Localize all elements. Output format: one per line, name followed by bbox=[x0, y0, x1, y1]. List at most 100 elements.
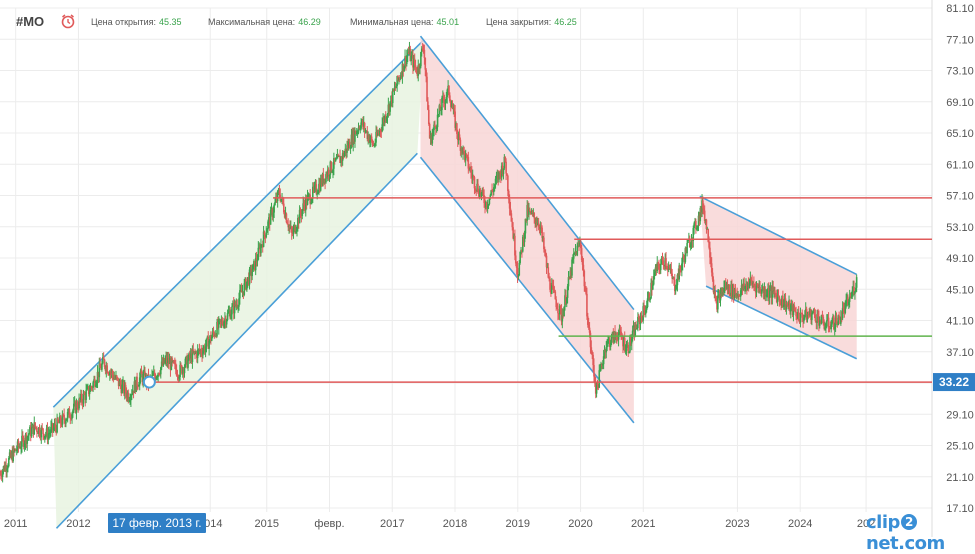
candle-body bbox=[542, 237, 544, 239]
candle-body bbox=[776, 295, 779, 303]
candle-body bbox=[391, 95, 393, 104]
candle-body bbox=[431, 134, 434, 144]
candle-body bbox=[830, 324, 833, 330]
y-tick-label: 81.10 bbox=[946, 3, 974, 15]
candle-body bbox=[102, 357, 105, 360]
candle-body bbox=[430, 135, 433, 144]
candle-body bbox=[204, 346, 207, 353]
candle-body bbox=[734, 289, 737, 295]
candle-body bbox=[754, 286, 757, 293]
candle-body bbox=[496, 175, 499, 178]
candle-body bbox=[54, 424, 57, 428]
candle-body bbox=[210, 336, 213, 341]
candle-body bbox=[514, 235, 516, 256]
candle-body bbox=[398, 78, 400, 81]
candle-body bbox=[271, 209, 274, 217]
candle-body bbox=[741, 285, 744, 290]
candle-body bbox=[543, 249, 546, 253]
candle-body bbox=[443, 100, 446, 104]
candle-body bbox=[753, 283, 755, 286]
x-tick-label: 2021 bbox=[631, 518, 655, 530]
candle-body bbox=[836, 323, 839, 326]
candle-body bbox=[835, 317, 838, 324]
candle-body bbox=[772, 286, 775, 291]
candle-body bbox=[413, 58, 415, 68]
candle-body bbox=[472, 176, 475, 178]
candle-body bbox=[226, 313, 229, 320]
candle-body bbox=[348, 141, 350, 149]
candle-body bbox=[132, 390, 135, 394]
candle-body bbox=[514, 255, 517, 264]
candle-body bbox=[0, 473, 2, 476]
price-chart[interactable]: 17.1021.1025.1029.1033.1037.1041.1045.10… bbox=[0, 0, 975, 537]
channel-trendline bbox=[699, 195, 858, 276]
candle-body bbox=[675, 285, 678, 289]
candle-body bbox=[724, 283, 727, 290]
candle-body bbox=[298, 209, 301, 224]
candle-body bbox=[756, 284, 759, 286]
y-tick-label: 57.10 bbox=[946, 191, 974, 203]
candle-body bbox=[707, 228, 709, 242]
candle-body bbox=[208, 341, 210, 349]
candle-body bbox=[525, 218, 528, 221]
candle-body bbox=[575, 251, 578, 256]
candle-body bbox=[213, 333, 216, 337]
candle-body bbox=[781, 295, 783, 306]
candle-body bbox=[445, 97, 448, 100]
candle-body bbox=[4, 464, 7, 471]
candle-body bbox=[35, 427, 37, 429]
candle-body bbox=[168, 360, 171, 365]
candle-body bbox=[107, 372, 109, 374]
candle-body bbox=[464, 151, 466, 161]
candle-body bbox=[844, 302, 847, 314]
candle-body bbox=[621, 337, 623, 340]
candle-body bbox=[410, 55, 413, 62]
candle-body bbox=[84, 394, 87, 400]
candle-body bbox=[433, 124, 435, 131]
candle-body bbox=[755, 284, 758, 293]
candle-body bbox=[771, 286, 774, 298]
candle-body bbox=[232, 303, 234, 307]
candle-body bbox=[522, 236, 525, 243]
candle-body bbox=[847, 301, 850, 306]
candle-body bbox=[703, 210, 706, 221]
candle-body bbox=[668, 267, 671, 270]
candle-body bbox=[247, 277, 250, 285]
candle-body bbox=[19, 446, 22, 449]
candle-body bbox=[674, 288, 677, 292]
candle-body bbox=[591, 351, 594, 355]
candle-body bbox=[569, 270, 572, 279]
candle-body bbox=[185, 356, 188, 359]
candle-body bbox=[2, 466, 5, 471]
candle-body bbox=[72, 410, 74, 414]
candle-body bbox=[567, 277, 570, 287]
candle-body bbox=[203, 346, 205, 351]
candle-body bbox=[334, 158, 337, 162]
candle-body bbox=[183, 367, 186, 374]
candle-body bbox=[717, 294, 720, 296]
candle-body bbox=[693, 223, 695, 229]
candle-body bbox=[704, 219, 707, 221]
candle-body bbox=[702, 200, 704, 209]
candle-body bbox=[432, 130, 434, 135]
candle-body bbox=[507, 175, 509, 191]
candle-body bbox=[407, 52, 410, 54]
candle-body bbox=[681, 263, 683, 271]
candle-body bbox=[360, 122, 362, 129]
candle-body bbox=[725, 284, 728, 290]
candle-body bbox=[667, 267, 670, 270]
candle-body bbox=[543, 237, 545, 250]
candle-body bbox=[243, 283, 246, 295]
candle-body bbox=[709, 247, 711, 258]
alarm-clock-icon[interactable] bbox=[60, 13, 76, 29]
candle-body bbox=[292, 228, 295, 234]
candle-body bbox=[688, 239, 691, 248]
candle-body bbox=[760, 290, 762, 294]
candle-body bbox=[622, 339, 624, 347]
candle-body bbox=[680, 269, 682, 271]
candle-body bbox=[632, 327, 635, 331]
candle-body bbox=[124, 384, 127, 393]
candle-body bbox=[194, 351, 196, 354]
candle-body bbox=[723, 287, 725, 292]
